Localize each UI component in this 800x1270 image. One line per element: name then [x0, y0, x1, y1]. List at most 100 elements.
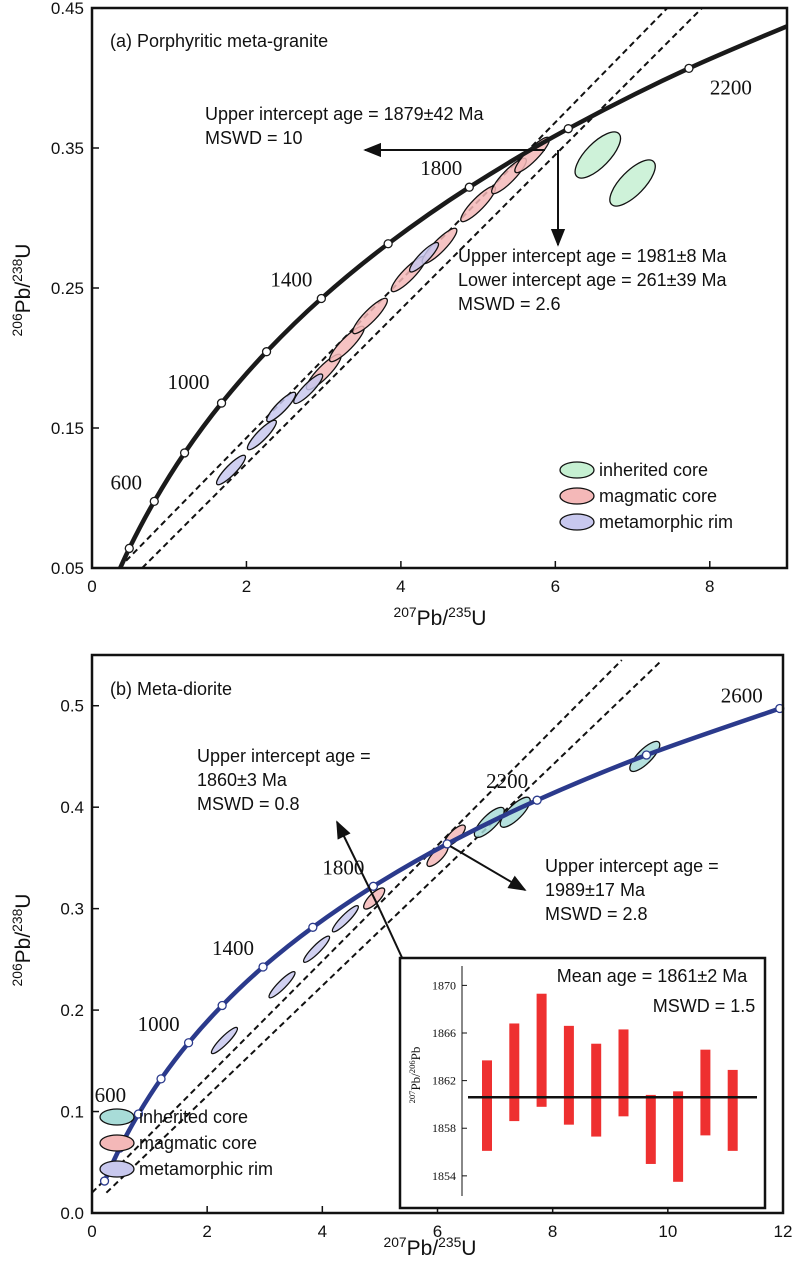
range-bar	[536, 993, 547, 1107]
concordia-marker	[258, 962, 268, 972]
y-tick-label: 0.0	[60, 1204, 84, 1223]
legend-label: metamorphic rim	[599, 512, 733, 532]
age-label: 1000	[138, 1012, 180, 1036]
age-label: 1800	[420, 156, 462, 180]
arrow	[449, 845, 527, 891]
x-tick-label: 6	[551, 577, 560, 596]
label-text: Pb/	[12, 282, 35, 314]
label-superscript: 235	[438, 1234, 461, 1250]
age-label: 600	[95, 1083, 127, 1107]
label-text: U	[471, 607, 486, 630]
x-tick-label: 0	[87, 1222, 96, 1241]
label-superscript: 238	[9, 258, 25, 281]
concordia-marker	[124, 543, 134, 554]
data-ellipse	[266, 391, 297, 423]
arrow	[336, 820, 381, 911]
range-bar	[563, 1025, 574, 1125]
x-tick-label: 4	[318, 1222, 327, 1241]
annotation: 1989±17 Ma	[545, 880, 646, 900]
label-text: Pb/	[407, 1237, 439, 1260]
range-bar	[673, 1091, 684, 1182]
data-ellipse	[210, 1026, 239, 1055]
chart-title: (b) Meta-diorite	[110, 679, 232, 699]
concordia-marker	[383, 239, 393, 249]
label-superscript: 235	[448, 604, 471, 620]
data-ellipse	[408, 241, 440, 273]
y-tick-label: 0.45	[51, 0, 84, 18]
x-tick-label: 0	[87, 577, 96, 596]
x-tick-label: 8	[705, 577, 714, 596]
y-tick-label: 0.1	[60, 1103, 84, 1122]
concordia-marker	[442, 839, 452, 849]
concordia-marker	[99, 1176, 110, 1186]
legend-label: magmatic core	[599, 486, 717, 506]
concordia-marker	[532, 795, 542, 805]
data-ellipse	[215, 454, 247, 486]
annotation: 1860±3 Ma	[197, 770, 288, 790]
concordia-marker	[217, 1000, 227, 1011]
discordia-line	[105, 659, 663, 1194]
x-tick-label: 10	[658, 1222, 677, 1241]
plot-area	[117, 8, 787, 568]
x-tick-label: 2	[242, 577, 251, 596]
x-axis-label: 207Pb/235U	[394, 604, 487, 630]
concordia-curve	[102, 706, 781, 1182]
annotation: Upper intercept age =	[197, 746, 371, 766]
age-label: 2200	[710, 75, 752, 99]
data-ellipse	[331, 905, 360, 933]
data-ellipse	[609, 159, 656, 207]
y-tick-label: 0.25	[51, 279, 84, 298]
concordia-marker	[261, 347, 272, 357]
y-tick-label: 0.2	[60, 1001, 84, 1020]
y-tick-label: 0.15	[51, 419, 84, 438]
range-bar	[727, 1069, 738, 1151]
x-tick-label: 12	[774, 1222, 793, 1241]
annotation: Lower intercept age = 261±39 Ma	[458, 270, 728, 290]
legend-label: inherited core	[139, 1107, 248, 1127]
y-tick-label: 0.05	[51, 559, 84, 578]
y-tick-label: 1866	[432, 1026, 456, 1040]
discordia-line	[92, 659, 623, 1194]
annotation: Upper intercept age = 1981±8 Ma	[458, 246, 728, 266]
age-label: 1400	[270, 268, 312, 292]
range-bar	[482, 1060, 492, 1151]
range-bar	[645, 1094, 656, 1164]
y-tick-label: 0.5	[60, 697, 84, 716]
legend-swatch	[99, 1108, 135, 1126]
plot-area	[92, 659, 781, 1194]
concordia-marker	[156, 1074, 166, 1084]
y-tick-label: 1862	[432, 1074, 456, 1088]
y-tick-label: 0.4	[60, 798, 84, 817]
legend-swatch	[559, 461, 595, 479]
data-ellipse	[268, 971, 296, 999]
x-tick-label: 6	[433, 1222, 442, 1241]
legend-swatch	[559, 487, 595, 505]
y-tick-label: 1858	[432, 1121, 456, 1135]
concordia-marker	[216, 398, 227, 408]
axes-frame	[90, 653, 785, 1215]
annotation: MSWD = 2.8	[545, 904, 648, 924]
concordia-marker	[464, 182, 474, 192]
concordia-marker	[316, 293, 327, 304]
x-tick-label: 8	[548, 1222, 557, 1241]
data-ellipse	[574, 131, 622, 179]
annotation: MSWD = 10	[205, 128, 303, 148]
concordia-marker	[641, 750, 652, 760]
legend-swatch	[99, 1134, 135, 1152]
x-tick-label: 4	[396, 577, 405, 596]
label-superscript: 206	[9, 313, 25, 336]
y-tick-label: 1870	[432, 978, 456, 992]
legend-label: metamorphic rim	[139, 1159, 273, 1179]
data-ellipse	[302, 935, 331, 963]
inset-y-label: 207Pb/206Pb	[407, 1047, 423, 1104]
x-tick-label: 2	[202, 1222, 211, 1241]
annotation: MSWD = 0.8	[197, 794, 300, 814]
y-axis-label: 206Pb/238U	[9, 894, 35, 987]
annotation: Upper intercept age = 1879±42 Ma	[205, 104, 485, 124]
chart-title: (a) Porphyritic meta-granite	[110, 31, 328, 51]
age-label: 2200	[486, 769, 528, 793]
age-label: 1800	[322, 855, 364, 879]
legend-swatch	[99, 1160, 135, 1178]
y-tick-label: 0.3	[60, 900, 84, 919]
label-text: Pb	[408, 1047, 423, 1061]
